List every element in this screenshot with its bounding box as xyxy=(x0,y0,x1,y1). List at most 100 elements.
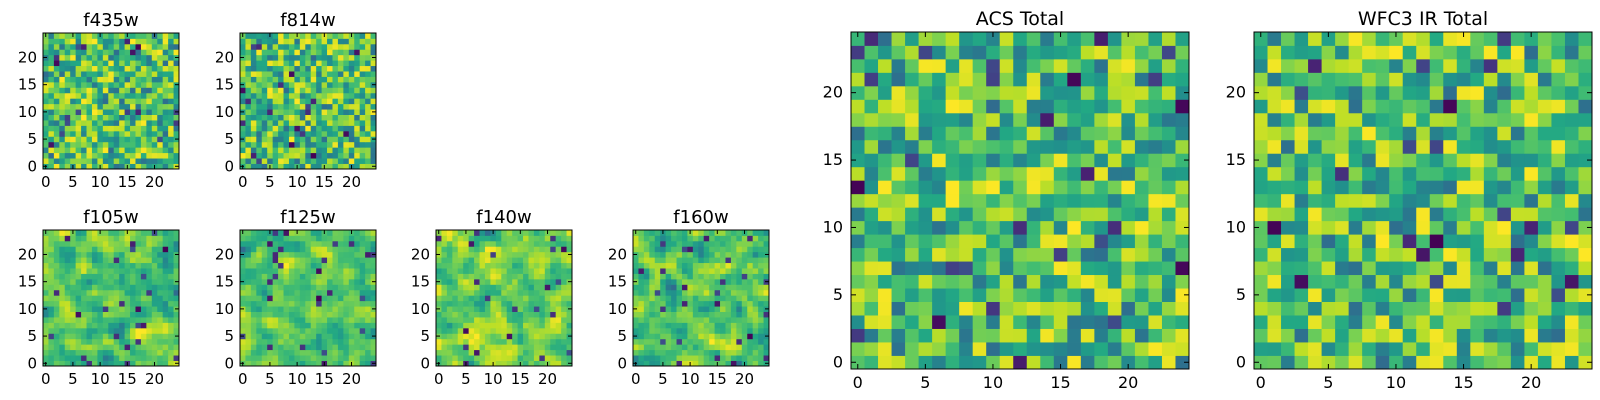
heatmap-cell xyxy=(474,240,480,247)
heatmap-cell xyxy=(310,289,317,296)
heatmap-cell xyxy=(539,311,546,318)
heatmap-cell xyxy=(173,230,180,236)
heatmap-cell xyxy=(278,251,284,258)
heatmap-cell xyxy=(327,251,333,258)
heatmap-cell xyxy=(1470,180,1485,195)
heatmap-cell xyxy=(135,60,142,67)
heatmap-cell xyxy=(108,278,115,285)
heatmap-cell xyxy=(102,43,109,50)
heatmap-cell xyxy=(59,92,66,99)
heatmap-cell xyxy=(730,295,737,302)
heatmap-cell xyxy=(354,273,361,280)
heatmap-cell xyxy=(1551,328,1566,343)
heatmap-cell xyxy=(354,71,361,77)
heatmap-cell xyxy=(53,273,60,280)
heatmap-cell xyxy=(240,257,246,264)
heatmap-cell xyxy=(348,295,355,302)
heatmap-cell xyxy=(506,333,513,340)
heatmap-cell xyxy=(250,98,257,105)
heatmap-cell xyxy=(1335,342,1350,356)
heatmap-cell xyxy=(321,136,328,143)
heatmap-cell xyxy=(365,54,371,61)
heatmap-cell xyxy=(365,344,371,351)
heatmap-cell xyxy=(441,262,448,269)
heatmap-cell xyxy=(730,306,737,312)
heatmap-cell xyxy=(918,301,933,316)
heatmap-cell xyxy=(878,85,892,100)
heatmap-cell xyxy=(240,71,246,77)
heatmap-cell xyxy=(1067,301,1082,316)
heatmap-cell xyxy=(168,322,174,329)
heatmap-cell xyxy=(124,300,131,307)
y-tick-label: 0 xyxy=(224,354,234,372)
heatmap-cell xyxy=(135,76,142,83)
heatmap-cell xyxy=(278,306,284,312)
heatmap-cell xyxy=(370,240,377,247)
heatmap-cell xyxy=(544,327,551,334)
heatmap-cell xyxy=(146,76,153,83)
heatmap-cell xyxy=(245,235,252,242)
heatmap-cell xyxy=(135,295,142,302)
heatmap-cell xyxy=(59,355,66,361)
heatmap-cell xyxy=(1013,193,1028,208)
heatmap-cell xyxy=(299,311,306,318)
heatmap-cell xyxy=(474,360,480,367)
heatmap-cell xyxy=(168,163,174,170)
heatmap-cell xyxy=(354,257,361,264)
heatmap-cell xyxy=(1107,342,1122,356)
heatmap-cell xyxy=(256,158,263,164)
heatmap-cell xyxy=(168,230,174,236)
heatmap-cell xyxy=(294,65,301,72)
heatmap-cell xyxy=(506,322,513,329)
heatmap-cell xyxy=(278,355,284,361)
heatmap-cell xyxy=(643,349,650,356)
panel-title-wfc3_ir_total: WFC3 IR Total xyxy=(1358,8,1488,30)
heatmap-cell xyxy=(758,306,764,312)
heatmap-cell xyxy=(113,141,120,148)
heatmap-cell xyxy=(1040,342,1055,356)
heatmap-cell xyxy=(157,98,164,105)
heatmap-cell xyxy=(878,153,892,168)
heatmap-cell xyxy=(365,327,371,334)
heatmap-cell xyxy=(555,257,562,264)
heatmap-cell xyxy=(305,246,312,253)
heatmap-cell xyxy=(97,306,104,312)
heatmap-cell xyxy=(278,43,284,50)
heatmap-cell xyxy=(64,60,71,67)
heatmap-cell xyxy=(294,311,301,318)
heatmap-cell xyxy=(654,333,661,340)
heatmap-cell xyxy=(633,349,639,356)
heatmap-cell xyxy=(288,344,295,351)
heatmap-cell xyxy=(124,355,131,361)
heatmap-cell xyxy=(468,300,475,307)
heatmap-cell xyxy=(365,76,371,83)
heatmap-cell xyxy=(720,360,726,367)
heatmap-cell xyxy=(130,230,136,236)
heatmap-cell xyxy=(70,284,77,291)
heatmap-cell xyxy=(261,158,268,164)
heatmap-cell xyxy=(370,349,377,356)
heatmap-cell xyxy=(316,87,322,94)
heatmap-cells-f814w xyxy=(240,33,377,170)
heatmap-cell xyxy=(124,125,131,132)
heatmap-cell xyxy=(278,130,284,137)
heatmap-cell xyxy=(151,43,158,50)
heatmap-cell xyxy=(267,246,274,253)
heatmap-cell xyxy=(1067,234,1082,249)
heatmap-cell xyxy=(714,246,721,253)
heatmap-cell xyxy=(479,246,486,253)
heatmap-cell xyxy=(108,54,115,61)
heatmap-cell xyxy=(495,235,502,242)
heatmap-cell xyxy=(725,306,732,312)
heatmap-cell xyxy=(972,99,987,114)
heatmap-cell xyxy=(365,114,371,121)
heatmap-cell xyxy=(638,251,645,258)
heatmap-cell xyxy=(130,65,136,72)
heatmap-cell xyxy=(250,114,257,121)
heatmap-cell xyxy=(316,240,322,247)
heatmap-cell xyxy=(321,87,328,94)
heatmap-cell xyxy=(261,125,268,132)
heatmap-cell xyxy=(91,54,98,61)
heatmap-cell xyxy=(446,251,453,258)
heatmap-cell xyxy=(1335,166,1350,181)
